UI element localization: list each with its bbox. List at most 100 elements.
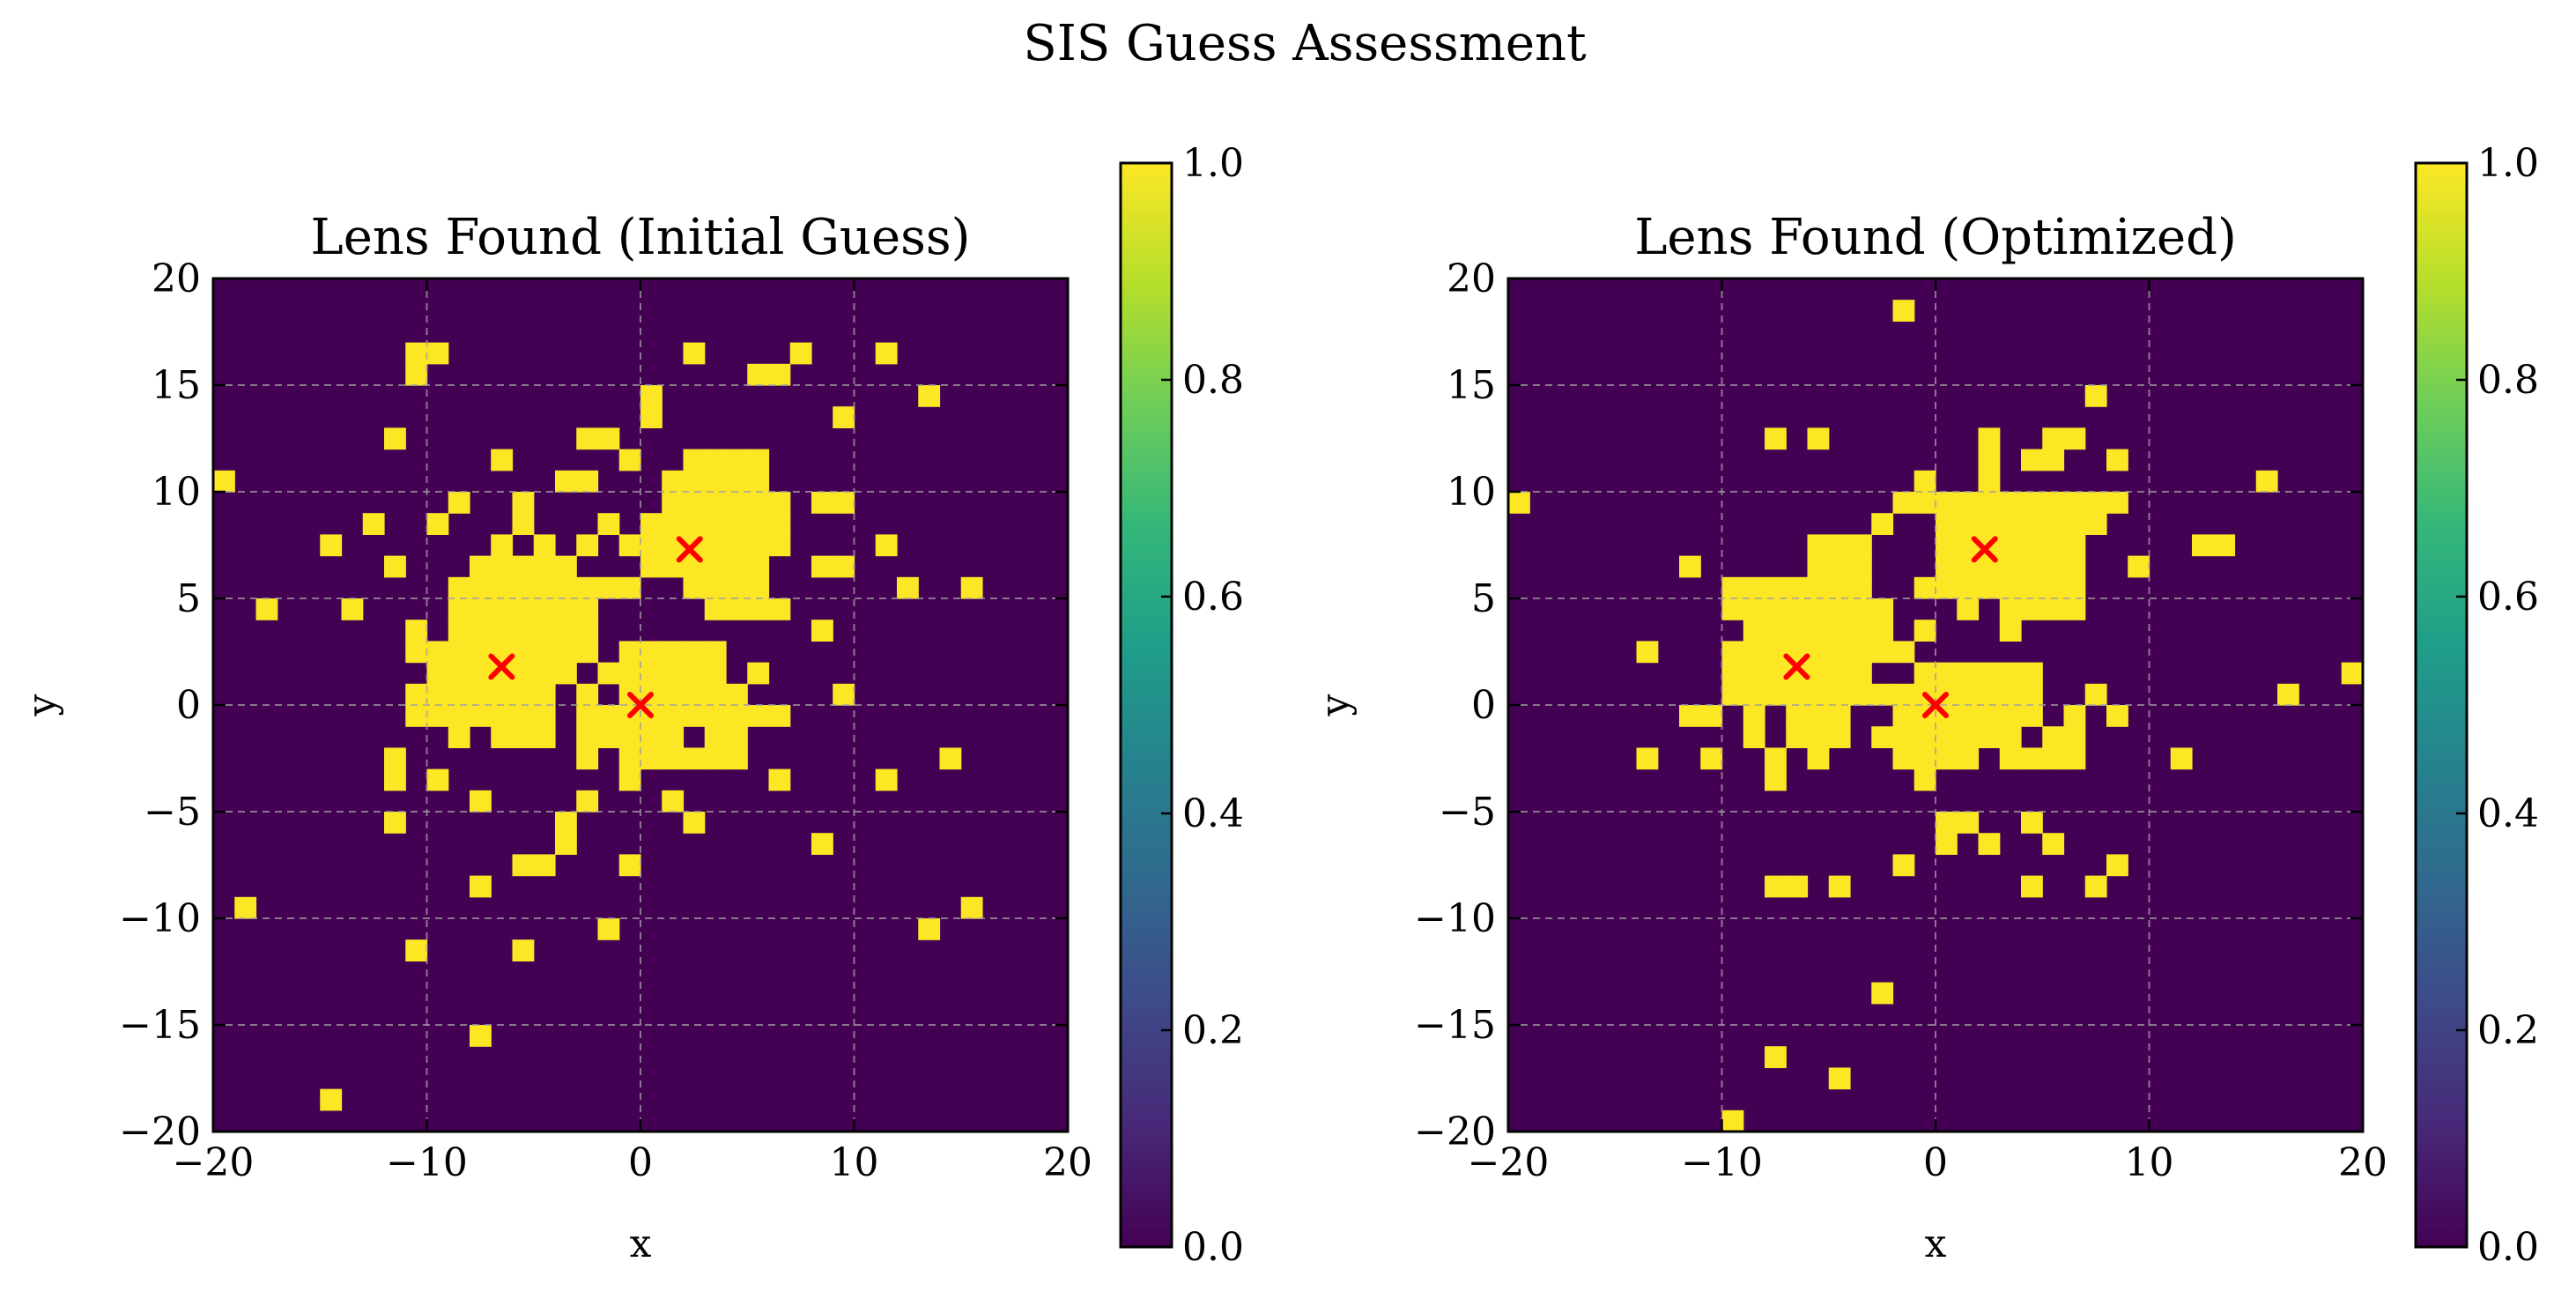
heatmap-cell [747,534,770,557]
y-tick-label: −10 [1414,896,1496,941]
heatmap-cell [470,662,492,685]
heatmap-cell [1892,705,1915,727]
heatmap-cell [1679,555,1701,578]
heatmap-cell [2063,534,2086,557]
heatmap-cell [1743,598,1765,620]
heatmap-cell [833,492,855,514]
heatmap-cell [2063,513,2086,535]
colorbar-tick-label: 0.8 [1182,358,1244,403]
heatmap-cell [2021,747,2043,770]
heatmap-cell [2063,598,2086,620]
heatmap-cell [704,705,727,727]
heatmap-cell [2021,576,2043,599]
heatmap-cell [2021,662,2043,685]
heatmap-cell [426,705,449,727]
heatmap-cell [2106,449,2128,471]
heatmap-cell [2084,492,2107,514]
heatmap-cell [576,598,599,620]
heatmap-cell [597,662,620,685]
lens-marker [1971,536,1998,563]
heatmap-cell [662,492,685,514]
colorbar-tick-label: 1.0 [2477,141,2539,186]
heatmap-cell [704,747,727,770]
heatmap-cell [939,747,962,770]
heatmap-cell [597,427,620,450]
y-tick-label: 0 [1471,683,1496,728]
heatmap-cell [1807,598,1830,620]
heatmap-cell [640,726,663,748]
colorbar-tick-label: 0.4 [2477,791,2539,836]
heatmap-cell [426,768,449,791]
heatmap-cell [1913,747,1936,770]
heatmap-cell [470,705,492,727]
heatmap-cell [2042,492,2065,514]
heatmap-cell [768,598,791,620]
x-tick-label: 0 [628,1140,653,1185]
heatmap-cell [1936,833,1958,855]
heatmap-cell [576,747,599,770]
heatmap-cell [726,449,748,471]
heatmap-cell [747,492,770,514]
heatmap-cell [683,662,706,685]
heatmap-cell [1807,641,1830,664]
lens-marker-stroke [627,692,654,718]
heatmap-cell [533,598,556,620]
heatmap-cell [1936,726,1958,748]
y-tick-label: 15 [1447,363,1496,408]
heatmap-cell [1807,620,1830,642]
heatmap-cell [597,576,620,599]
heatmap-cell [1871,982,1894,1005]
y-tick-label: −5 [144,790,201,835]
colorbar-tick-label: 0.0 [1182,1225,1244,1270]
heatmap-cell [1978,470,2001,493]
heatmap-cell [1828,620,1851,642]
heatmap-cell [1999,492,2022,514]
heatmap-cell [1721,576,1744,599]
heatmap-cell [576,705,599,727]
heatmap-cell [1999,662,2022,685]
heatmap-cell [683,705,706,727]
heatmap-cell [597,918,620,940]
heatmap-cell [1828,662,1851,685]
heatmap-cell [1765,427,1787,450]
x-tick-label: −20 [1468,1140,1550,1185]
heatmap-cell [2021,705,2043,727]
heatmap-cell [512,939,535,961]
heatmap-cell [2021,492,2043,514]
heatmap-cell [470,620,492,642]
heatmap-plot: −20 −10 0 10 20 −20 −15 −10 −5 0 5 10 15 20 [1414,256,2387,1185]
heatmap-cell [405,342,428,365]
heatmap-cell [747,576,770,599]
heatmap-cell [384,768,406,791]
heatmap-cell [640,662,663,685]
heatmap-cell [662,683,685,706]
heatmap-cell [1679,705,1701,727]
heatmap-cell [255,598,278,620]
heatmap-cell [1936,812,1958,834]
heatmap-cell [833,683,855,706]
heatmap-cell [2255,470,2278,493]
heatmap-cell [1743,641,1765,664]
heatmap-cell [1999,576,2022,599]
heatmap-cell [384,747,406,770]
heatmap-cell [1913,470,1936,493]
heatmap-cell [512,683,535,706]
heatmap-cell [512,726,535,748]
heatmap-cell [726,555,748,578]
heatmap-cell [1936,747,1958,770]
heatmap-cell [811,833,833,855]
heatmap-cell [1957,576,1980,599]
heatmap-cell [1957,492,1980,514]
heatmap-cell [1978,513,2001,535]
heatmap-cell [1828,641,1851,664]
heatmap-cell [875,768,898,791]
colorbar-tick-label: 0.6 [2477,575,2539,620]
heatmap-cell [618,747,641,770]
heatmap-cell [1892,683,1915,706]
heatmap-cell [2063,747,2086,770]
heatmap-cell [405,620,428,642]
heatmap-cell [512,620,535,642]
heatmap-cell [2021,534,2043,557]
colorbar-gradient [2414,161,2469,1249]
